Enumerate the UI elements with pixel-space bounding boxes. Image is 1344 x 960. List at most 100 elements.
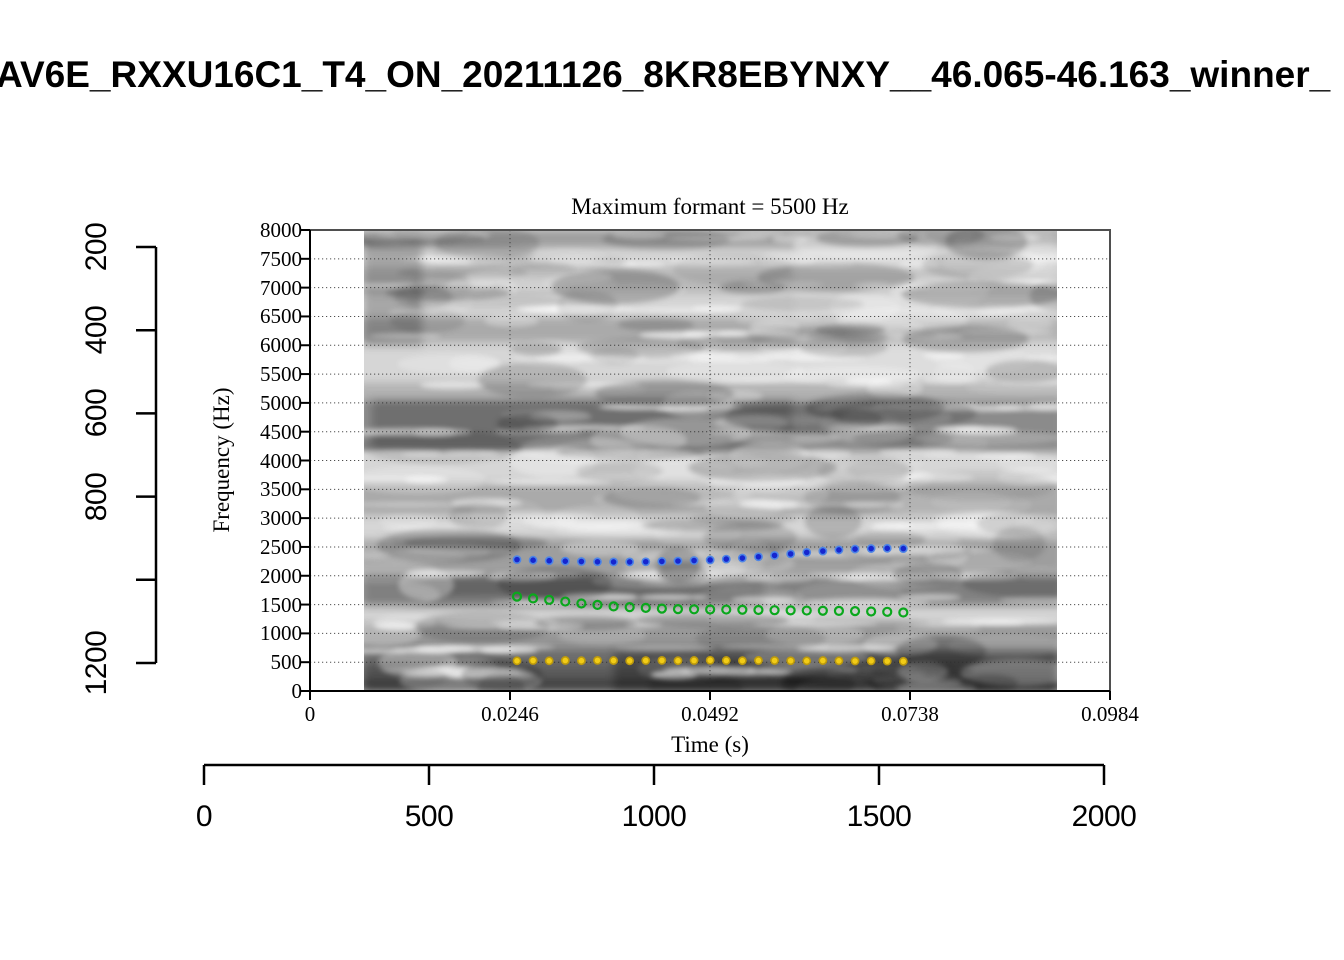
outer-bottom-tick-label: 500 bbox=[404, 800, 454, 833]
formant-track-middle-green-point bbox=[833, 605, 845, 617]
formant-track-middle-green-point bbox=[721, 604, 732, 615]
formant-track-middle-green-point bbox=[769, 605, 780, 616]
y-tick-label: 7500 bbox=[260, 246, 302, 271]
formant-track-lower-yellow-point bbox=[850, 656, 860, 666]
formant-track-lower-yellow-point bbox=[544, 656, 554, 666]
formant-track-upper-blue-point bbox=[576, 557, 586, 566]
formant-track-lower-yellow-point bbox=[512, 656, 522, 666]
y-tick-label: 6000 bbox=[260, 333, 302, 358]
outer-bottom-tick-label: 2000 bbox=[1071, 800, 1137, 833]
formant-track-lower-yellow-point bbox=[786, 656, 796, 666]
x-tick-label: 0.0492 bbox=[681, 702, 739, 726]
formant-track-middle-green-point bbox=[576, 598, 587, 609]
formant-track-upper-blue-point bbox=[528, 555, 538, 565]
formant-track-middle-green-point bbox=[560, 596, 571, 607]
formant-track-middle-green-point bbox=[882, 606, 893, 617]
formant-track-middle-green-point bbox=[640, 602, 651, 613]
outer-bottom-tick-label: 0 bbox=[195, 800, 213, 833]
formant-track-lower-yellow-point bbox=[593, 656, 602, 665]
formant-track-upper-blue-point bbox=[786, 549, 796, 559]
formant-track-upper-blue-point bbox=[737, 553, 747, 563]
formant-track-lower-yellow-point bbox=[641, 656, 651, 665]
formant-track-lower-yellow-point bbox=[818, 656, 828, 665]
formant-track-middle-green-point bbox=[672, 604, 684, 615]
formant-track-middle-green-point bbox=[817, 605, 828, 616]
formant-track-upper-blue-point bbox=[657, 557, 667, 566]
formant-track-lower-yellow-point bbox=[737, 656, 747, 666]
formant-track-lower-yellow-point bbox=[770, 656, 779, 665]
formant-track-lower-yellow-point bbox=[576, 656, 586, 666]
formant-track-upper-blue-point bbox=[754, 552, 763, 562]
formant-track-upper-blue-point bbox=[560, 556, 570, 566]
formant-track-middle-green-point bbox=[785, 605, 796, 616]
formant-track-lower-yellow-point bbox=[802, 656, 812, 666]
formant-track-middle-green-point bbox=[624, 602, 635, 613]
y-tick-label: 2000 bbox=[260, 563, 302, 588]
x-tick-label: 0.0738 bbox=[881, 702, 939, 726]
y-tick-label: 2500 bbox=[260, 534, 302, 559]
formant-track-middle-green-point bbox=[801, 605, 812, 616]
formant-track-middle-green-point bbox=[898, 607, 909, 618]
formant-track-middle-green-point bbox=[527, 593, 539, 604]
formant-track-upper-blue-point bbox=[689, 556, 699, 565]
formant-track-lower-yellow-point bbox=[560, 656, 570, 665]
formant-track-upper-blue-point bbox=[721, 554, 731, 564]
formant-track-lower-yellow-point bbox=[689, 656, 699, 665]
plot-title: Maximum formant = 5500 Hz bbox=[571, 194, 849, 219]
formant-track-middle-green-point bbox=[753, 604, 764, 616]
x-axis-label: Time (s) bbox=[671, 732, 749, 757]
formant-track-middle-green-point bbox=[866, 606, 877, 617]
outer-left-tick-label: 1200 bbox=[80, 630, 113, 696]
formant-track-middle-green-point bbox=[656, 603, 667, 614]
formant-track-upper-blue-point bbox=[850, 544, 860, 554]
y-tick-label: 3000 bbox=[260, 506, 302, 531]
y-tick-label: 4000 bbox=[260, 448, 302, 473]
formant-track-middle-green-point bbox=[608, 601, 619, 612]
y-tick-label: 5000 bbox=[260, 390, 302, 415]
formant-track-middle-green-point bbox=[737, 604, 748, 615]
y-tick-label: 7000 bbox=[260, 275, 302, 300]
y-tick-label: 6500 bbox=[260, 304, 302, 329]
formant-track-lower-yellow-point bbox=[834, 656, 844, 666]
formant-track-lower-yellow-point bbox=[657, 656, 667, 665]
formant-track-upper-blue-point bbox=[593, 557, 602, 567]
formant-track-lower-yellow-point bbox=[754, 656, 763, 665]
formant-track-upper-blue-point bbox=[625, 557, 635, 567]
formant-track-lower-yellow-point bbox=[625, 656, 635, 666]
y-tick-label: 5500 bbox=[260, 362, 302, 387]
y-tick-label: 1500 bbox=[260, 592, 302, 617]
formant-track-upper-blue-point bbox=[609, 557, 618, 567]
formant-track-upper-blue-point bbox=[641, 557, 651, 567]
y-tick-label: 1000 bbox=[260, 621, 302, 646]
formant-track-upper-blue-point bbox=[770, 551, 779, 560]
formant-track-upper-blue-point bbox=[544, 556, 554, 566]
formant-track-upper-blue-point bbox=[512, 555, 522, 565]
formant-track-middle-green-point bbox=[688, 604, 700, 615]
formant-track-middle-green-point bbox=[849, 606, 861, 617]
y-tick-label: 4500 bbox=[260, 419, 302, 444]
formant-track-lower-yellow-point bbox=[673, 656, 683, 666]
formant-track-upper-blue-point bbox=[802, 548, 812, 557]
formant-track-lower-yellow-point bbox=[705, 655, 715, 665]
formant-track-lower-yellow-point bbox=[609, 656, 618, 665]
formant-track-upper-blue-point bbox=[673, 556, 683, 566]
outer-bottom-tick-label: 1000 bbox=[621, 800, 687, 833]
formant-track-upper-blue-point bbox=[705, 555, 715, 565]
formant-track-lower-yellow-point bbox=[898, 656, 908, 666]
formant-track-upper-blue-point bbox=[834, 545, 844, 555]
outer-left-tick-label: 800 bbox=[80, 472, 113, 521]
formant-track-middle-green-point bbox=[511, 591, 523, 602]
formant-track-middle-green-point bbox=[592, 599, 603, 611]
outer-bottom-tick-label: 1500 bbox=[846, 800, 912, 833]
formant-track-middle-green-point bbox=[544, 594, 555, 605]
x-tick-label: 0.0984 bbox=[1081, 702, 1139, 726]
formant-track-middle-green-point bbox=[705, 604, 716, 615]
formant-track-upper-blue-point bbox=[866, 544, 876, 553]
x-tick-label: 0 bbox=[304, 702, 316, 726]
y-tick-label: 8000 bbox=[260, 218, 302, 242]
formant-track-upper-blue-point bbox=[898, 544, 908, 554]
formant-track-lower-yellow-point bbox=[882, 656, 892, 666]
y-tick-label: 3500 bbox=[260, 477, 302, 502]
